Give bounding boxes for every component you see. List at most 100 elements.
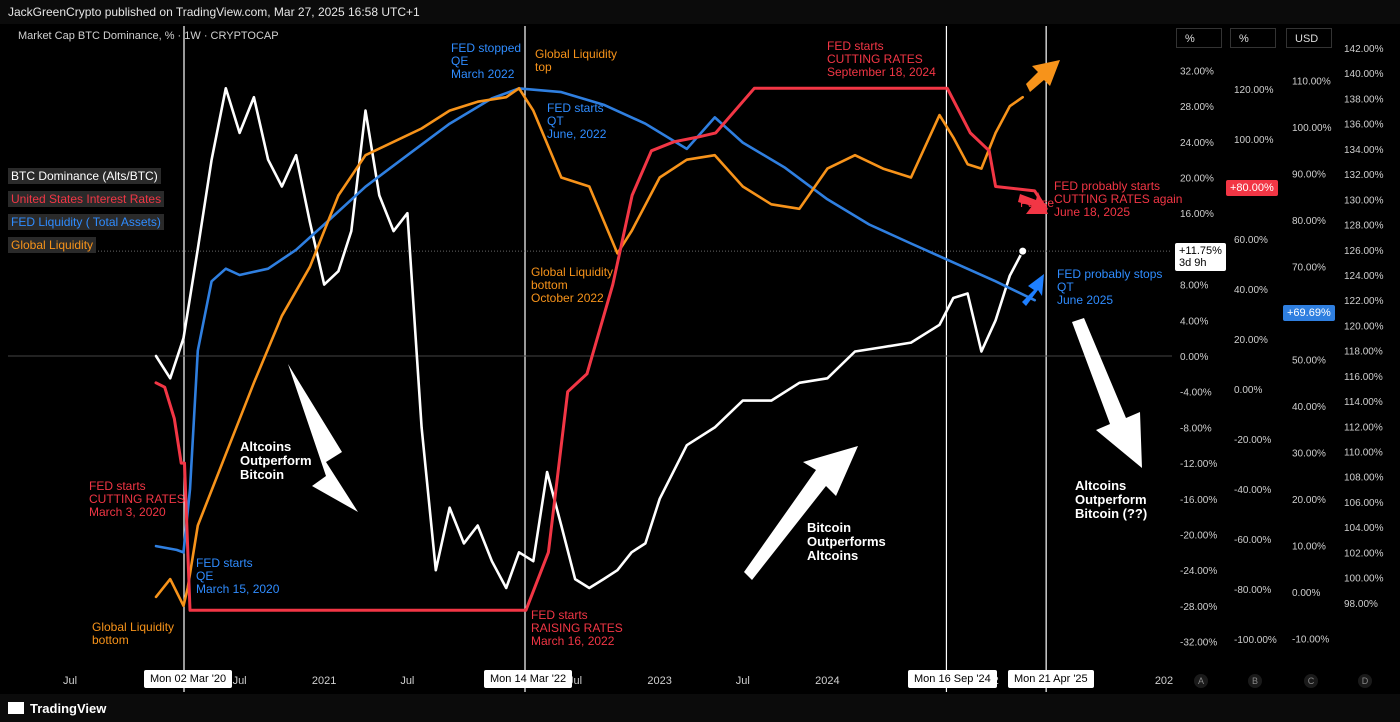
y-tick-label: 126.00%: [1344, 246, 1384, 257]
y-tick-label: -12.00%: [1180, 459, 1217, 470]
readout-fed-liquidity: +69.69%: [1283, 305, 1335, 321]
y-tick-label: 40.00%: [1234, 285, 1268, 296]
y-tick-label: -20.00%: [1234, 435, 1271, 446]
y-tick-label: 100.00%: [1344, 574, 1384, 585]
y-tick-label: 40.00%: [1292, 402, 1326, 413]
axis-id-b[interactable]: B: [1248, 674, 1262, 688]
series-line-fed-liquidity[interactable]: [154, 87, 1036, 554]
series-line-global-liquidity[interactable]: [154, 87, 1025, 608]
x-tick-label: Jul: [400, 675, 414, 687]
y-tick-label: 20.00%: [1180, 174, 1214, 185]
annotation-text: September 18, 2024: [827, 65, 936, 79]
y-tick-label: 10.00%: [1292, 542, 1326, 553]
annotation-text: RAISING RATES: [531, 621, 623, 635]
y-tick-label: 132.00%: [1344, 170, 1384, 181]
y-tick-label: 80.00%: [1292, 216, 1326, 227]
y-tick-label: 90.00%: [1292, 170, 1326, 181]
annotation-text: March 16, 2022: [531, 634, 615, 648]
x-tick-label: Jul: [233, 675, 247, 687]
up-arrow-liquidity-icon: [1026, 60, 1060, 92]
y-tick-label: -10.00%: [1292, 635, 1329, 646]
annotation-text: FED stopped: [451, 41, 521, 55]
y-tick-label: -24.00%: [1180, 566, 1217, 577]
axis-id-c[interactable]: C: [1304, 674, 1318, 688]
y-tick-label: 142.00%: [1344, 44, 1384, 55]
annotation-text: bottom: [531, 278, 568, 292]
annotation-text: CUTTING RATES: [827, 52, 923, 66]
y-tick-label: 130.00%: [1344, 195, 1384, 206]
y-tick-label: 116.00%: [1344, 372, 1383, 383]
tradingview-logo[interactable]: TradingView: [8, 701, 106, 716]
up-arrow-qt-icon: [1022, 274, 1044, 306]
y-tick-label: 136.00%: [1344, 120, 1384, 131]
axis-id-d[interactable]: D: [1358, 674, 1372, 688]
y-tick-label: 120.00%: [1344, 321, 1384, 332]
y-tick-label: 114.00%: [1344, 397, 1383, 408]
legend-label: United States Interest Rates: [11, 192, 162, 206]
y-tick-label: 60.00%: [1234, 235, 1268, 246]
y-tick-label: 98.00%: [1344, 599, 1378, 610]
down-arrow-altcoins-icon: [288, 364, 358, 512]
annotation-text: FED starts: [89, 479, 146, 493]
y-tick-label: -20.00%: [1180, 530, 1217, 541]
last-point-marker: [1018, 246, 1028, 256]
annotation-text: FED starts: [531, 608, 588, 622]
y-tick-label: -100.00%: [1234, 635, 1277, 646]
footer-bar: TradingView: [0, 694, 1400, 722]
annotation-text: Bitcoin (??): [1075, 506, 1147, 521]
y-tick-label: -16.00%: [1180, 495, 1217, 506]
y-tick-label: 4.00%: [1180, 316, 1208, 327]
series-line-interest-rates[interactable]: [154, 86, 1048, 612]
scale-header-a[interactable]: %: [1176, 28, 1222, 48]
y-tick-label: 124.00%: [1344, 271, 1384, 282]
y-tick-label: 102.00%: [1344, 548, 1384, 559]
y-tick-label: 122.00%: [1344, 296, 1384, 307]
symbol-title: Market Cap BTC Dominance, % · 1W · CRYPT…: [18, 30, 279, 42]
y-tick-label: 104.00%: [1344, 523, 1384, 534]
y-tick-label: 112.00%: [1344, 422, 1383, 433]
y-tick-label: 20.00%: [1292, 495, 1326, 506]
y-tick-label: -28.00%: [1180, 602, 1217, 613]
readout-sub: 3d 9h: [1179, 257, 1207, 269]
legend-global-liquidity[interactable]: Global Liquidity: [8, 237, 97, 253]
legend-interest-rates[interactable]: United States Interest Rates: [8, 191, 165, 207]
legend-label: Global Liquidity: [11, 238, 94, 252]
x-tick-label: 2024: [815, 675, 839, 687]
scale-header-c[interactable]: USD: [1286, 28, 1332, 48]
y-tick-label: 128.00%: [1344, 221, 1384, 232]
annotation-text: March 3, 2020: [89, 505, 166, 519]
y-tick-label: 108.00%: [1344, 473, 1384, 484]
annotation-text: March 15, 2020: [196, 582, 280, 596]
x-tick-label: 202: [1155, 675, 1173, 687]
annotation-text: CUTTING RATES again: [1054, 192, 1182, 206]
down-arrow-future-icon: [1072, 318, 1142, 468]
legend-btc-dominance[interactable]: BTC Dominance (Alts/BTC): [8, 168, 161, 184]
y-tick-label: 20.00%: [1234, 335, 1268, 346]
annotation-text: Altcoins: [807, 548, 858, 563]
y-tick-label: -40.00%: [1234, 485, 1271, 496]
annotation-text: Global Liquidity: [92, 620, 174, 634]
annotation-text: March 2022: [451, 67, 515, 81]
y-tick-label: 70.00%: [1292, 263, 1326, 274]
annotation-text: FED starts: [547, 101, 604, 115]
scale-header-b[interactable]: %: [1230, 28, 1276, 48]
annotation-text: June, 2022: [547, 127, 607, 141]
y-tick-label: 110.00%: [1344, 448, 1383, 459]
annotation-text: FED starts: [827, 39, 884, 53]
up-arrow-bitcoin-icon: [744, 446, 858, 580]
y-tick-label: 50.00%: [1292, 356, 1326, 367]
series-line-btc-dominance[interactable]: [154, 87, 1025, 590]
legend-fed-liquidity[interactable]: FED Liquidity ( Total Assets): [8, 214, 164, 230]
axis-id-a[interactable]: A: [1194, 674, 1208, 688]
readout-interest-rates: +80.00%: [1226, 180, 1278, 196]
annotation-text: Bitcoin: [240, 467, 284, 482]
y-tick-label: 0.00%: [1234, 385, 1262, 396]
publisher-header: JackGreenCrypto published on TradingView…: [0, 0, 1400, 24]
annotation-text: Altcoins: [240, 439, 291, 454]
legend-label: FED Liquidity ( Total Assets): [11, 215, 161, 229]
annotation-text: QT: [547, 114, 564, 128]
annotation-text: QE: [451, 54, 468, 68]
x-date-tag: Mon 14 Mar '22: [484, 670, 573, 688]
x-date-tag: Mon 16 Sep '24: [908, 670, 997, 688]
